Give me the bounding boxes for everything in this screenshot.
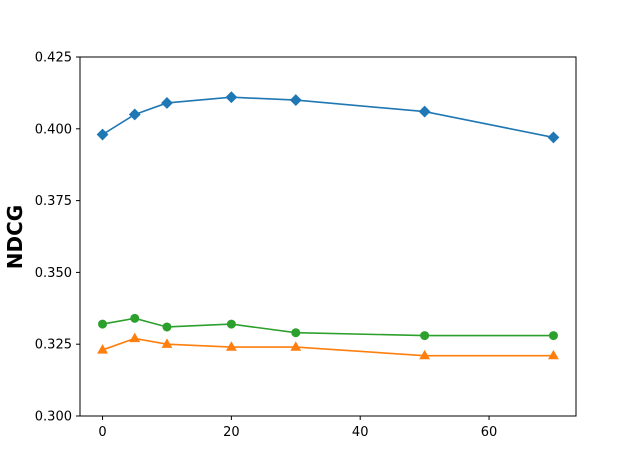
y-tick-label: 0.425 (35, 51, 72, 66)
series-2-point (98, 319, 108, 329)
x-axis: 0 20 40 60 (98, 416, 497, 440)
series-1-point (128, 108, 141, 121)
series-3-point (97, 344, 108, 354)
series-2-point (130, 313, 140, 323)
plot-frame (79, 56, 577, 417)
series-1-point (225, 91, 238, 104)
y-axis: 0.300 0.325 0.350 0.375 0.400 0.425 (35, 51, 80, 425)
series-2-point (420, 331, 430, 341)
series-2-point (162, 322, 172, 332)
series-2-point (291, 328, 301, 338)
series-1-point (161, 97, 173, 109)
plot-background (80, 57, 576, 416)
x-tick-label: 60 (481, 425, 498, 440)
series-3-point (225, 341, 237, 351)
y-tick-label: 0.400 (35, 122, 72, 137)
y-axis-label: NDCG (3, 205, 27, 269)
series-3-point (419, 349, 431, 360)
x-tick-label: 40 (352, 425, 369, 440)
series-1-point (547, 131, 560, 144)
series-1-point (96, 128, 109, 141)
y-tick-label: 0.350 (35, 266, 72, 281)
y-tick-label: 0.375 (35, 194, 72, 209)
series-3-point (129, 332, 141, 343)
series-3-point (548, 349, 559, 360)
y-tick-label: 0.300 (35, 410, 72, 425)
series-3-point (161, 338, 173, 348)
series-3-point (290, 341, 302, 351)
series-1-point (418, 105, 431, 118)
series-layer (96, 91, 560, 360)
x-tick-label: 20 (223, 425, 240, 440)
y-tick-label: 0.325 (35, 338, 72, 353)
series-2-point (226, 319, 236, 329)
series-2-point (548, 331, 558, 341)
x-tick-label: 0 (98, 425, 106, 440)
series-1-point (289, 94, 302, 106)
